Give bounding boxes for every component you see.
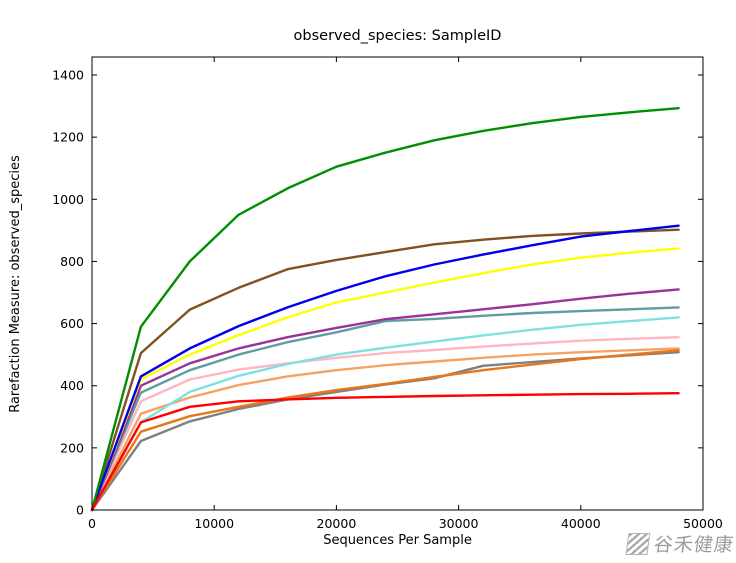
axes-box (91, 56, 704, 511)
y-axis-label: Rarefaction Measure: observed_species (8, 155, 23, 413)
series-line-yellow (90, 247, 680, 512)
series-line-purple (90, 288, 680, 512)
series-line-blue (90, 224, 680, 512)
y-tick-label: 1200 (52, 130, 84, 145)
series-line-brown (90, 228, 680, 512)
series-line-pink (90, 336, 680, 512)
y-tick-label: 1000 (52, 192, 84, 207)
x-tick-label: 10000 (194, 516, 234, 531)
y-tick-label: 200 (60, 440, 84, 455)
y-tick-label: 800 (60, 254, 84, 269)
x-tick-label: 40000 (561, 516, 601, 531)
x-axis-label: Sequences Per Sample (323, 533, 472, 548)
x-tick-label: 30000 (439, 516, 479, 531)
y-tick-label: 400 (60, 378, 84, 393)
watermark: 谷禾健康 (625, 530, 736, 557)
series-line-green (90, 106, 680, 512)
watermark-text: 谷禾健康 (652, 534, 736, 556)
x-tick-label: 50000 (683, 516, 723, 531)
y-tick-label: 600 (60, 316, 84, 331)
series-line-teal (90, 306, 680, 512)
y-tick-label: 1400 (52, 68, 84, 83)
watermark-logo-icon (625, 532, 651, 555)
y-tick-label: 0 (76, 503, 84, 518)
x-tick-label: 20000 (317, 516, 357, 531)
x-tick-label: 0 (88, 516, 96, 531)
series-line-red (90, 392, 680, 512)
series-line-cyan (90, 316, 680, 512)
series-line-sandy (90, 347, 680, 512)
chart-title: observed_species: SampleID (293, 28, 502, 44)
series-line-orange (90, 349, 680, 512)
